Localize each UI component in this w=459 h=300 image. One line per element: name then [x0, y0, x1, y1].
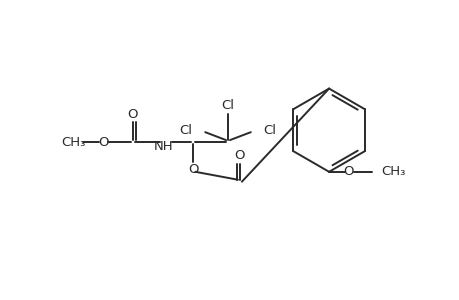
- Text: O: O: [128, 108, 138, 121]
- Text: Cl: Cl: [263, 124, 276, 137]
- Text: Cl: Cl: [179, 124, 192, 137]
- Text: NH: NH: [153, 140, 173, 152]
- Text: O: O: [188, 163, 198, 176]
- Text: O: O: [98, 136, 108, 148]
- Text: O: O: [234, 149, 245, 162]
- Text: Cl: Cl: [221, 99, 234, 112]
- Text: CH₃: CH₃: [381, 165, 405, 178]
- Text: CH₃: CH₃: [61, 136, 85, 148]
- Text: O: O: [343, 165, 353, 178]
